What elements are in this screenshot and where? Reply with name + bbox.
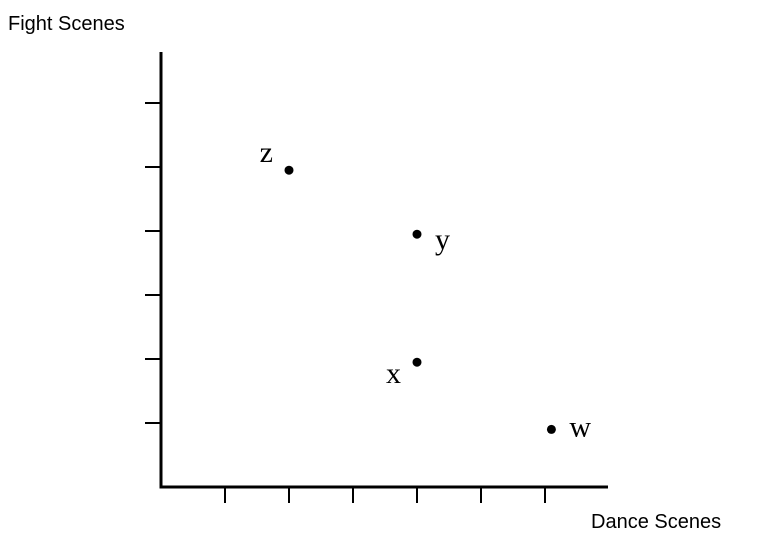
axis-ticks bbox=[145, 102, 546, 503]
point-z bbox=[284, 165, 294, 175]
point-x bbox=[412, 357, 422, 367]
point-label-w: w bbox=[569, 410, 591, 443]
point-label-y: y bbox=[435, 223, 450, 256]
point-label-z: z bbox=[260, 136, 273, 169]
x-axis-label: Dance Scenes bbox=[591, 511, 721, 533]
point-label-x: x bbox=[386, 357, 401, 390]
point-w bbox=[546, 424, 556, 434]
y-axis-label: Fight Scenes bbox=[8, 13, 125, 35]
point-y bbox=[412, 229, 422, 239]
data-points: z y x w bbox=[260, 136, 592, 443]
